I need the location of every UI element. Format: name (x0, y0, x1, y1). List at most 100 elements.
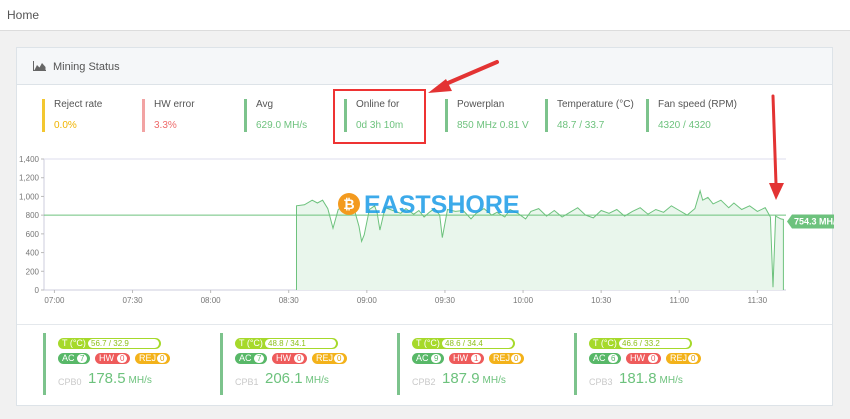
temp-label: T (°C) (62, 338, 86, 348)
hw-value: 0 (294, 354, 305, 363)
stat-reject-rate: Reject rate 0.0% (42, 99, 102, 132)
top-bar: Home (0, 0, 850, 31)
hashrate-unit: MH/s (482, 375, 506, 386)
rej-value: 0 (511, 354, 522, 363)
stat-avg: Avg 629.0 MH/s (244, 99, 307, 132)
ac-badge: AC 7 (235, 353, 267, 364)
watermark-text: EASTSHORE (364, 191, 520, 219)
bitcoin-symbol: ₿ (343, 196, 354, 212)
hw-badge: HW 0 (626, 353, 661, 364)
hw-badge: HW 0 (95, 353, 130, 364)
ac-value: 7 (77, 354, 88, 363)
x-tick-label: 10:00 (513, 296, 534, 305)
y-tick-label: 1,000 (19, 192, 40, 201)
divider (17, 324, 832, 325)
temp-value: 48.6 / 34.4 (442, 339, 513, 348)
board-card-cpb2: T (°C) 48.6 / 34.4 AC 9 HW 1 REJ 0 CPB2 187.… (397, 333, 547, 395)
y-tick-label: 0 (35, 286, 40, 295)
board-name: CPB2 (412, 377, 436, 387)
stat-label: Temperature (°C) (557, 99, 634, 110)
hashrate-unit: MH/s (659, 375, 683, 386)
stat-value: 0d 3h 10m (356, 120, 404, 131)
y-tick-label: 400 (26, 249, 40, 258)
hw-label: HW (99, 353, 114, 363)
stat-temperature: Temperature (°C) 48.7 / 33.7 (545, 99, 634, 132)
ac-value: 9 (431, 354, 442, 363)
board-card-cpb3: T (°C) 46.6 / 33.2 AC 6 HW 0 REJ 0 CPB3 181.… (574, 333, 724, 395)
temp-badge: T (°C) 56.7 / 32.9 (58, 338, 161, 349)
rej-label: REJ (139, 353, 157, 363)
rej-value: 0 (334, 354, 345, 363)
stat-online-for: Online for 0d 3h 10m (344, 99, 403, 132)
hashrate-value: 178.5 (88, 370, 126, 387)
x-tick-label: 07:00 (44, 296, 65, 305)
hashrate-unit: MH/s (305, 375, 329, 386)
temp-badge: T (°C) 48.8 / 34.1 (235, 338, 338, 349)
y-tick-label: 200 (26, 267, 40, 276)
hw-value: 0 (648, 354, 659, 363)
watermark-logo: ₿ EASTSHORE (338, 191, 520, 219)
rej-label: REJ (493, 353, 511, 363)
x-tick-label: 09:30 (435, 296, 456, 305)
panel-title: Mining Status (53, 61, 120, 73)
x-axis-ticks: 07:00 07:30 08:00 08:30 09:00 09:30 10:00 10:30… (44, 290, 768, 305)
board-name: CPB0 (58, 377, 82, 387)
ac-value: 6 (608, 354, 619, 363)
hw-label: HW (453, 353, 468, 363)
stat-label: Avg (256, 99, 274, 110)
ac-label: AC (416, 353, 429, 363)
temp-badge: T (°C) 46.6 / 33.2 (589, 338, 692, 349)
ac-badge: AC 7 (58, 353, 90, 364)
rej-value: 0 (688, 354, 699, 363)
y-tick-label: 800 (26, 211, 40, 220)
board-hashrate: 181.8 MH/s (619, 370, 683, 387)
hashrate-value: 181.8 (619, 370, 657, 387)
temp-value: 56.7 / 32.9 (88, 339, 159, 348)
y-axis-ticks: 0 200 400 600 800 1,000 1,200 1,400 (19, 155, 44, 295)
current-value-text: 754.3 MH/s (794, 216, 834, 226)
panel-header: Mining Status (17, 48, 832, 85)
hw-label: HW (630, 353, 645, 363)
bitcoin-logo-icon (338, 193, 360, 215)
stat-hw-error: HW error 3.3% (142, 99, 195, 132)
hashrate-value: 206.1 (265, 370, 303, 387)
rej-badge: REJ 0 (489, 353, 524, 364)
hw-value: 1 (471, 354, 482, 363)
area-chart-icon (33, 61, 46, 71)
x-tick-label: 10:30 (591, 296, 612, 305)
board-hashrate: 178.5 MH/s (88, 370, 152, 387)
board-hashrate: 206.1 MH/s (265, 370, 329, 387)
current-value-label: 754.3 MH/s (787, 214, 834, 229)
board-card-cpb1: T (°C) 48.8 / 34.1 AC 7 HW 0 REJ 0 CPB1 206.… (220, 333, 370, 395)
ac-badge: AC 6 (589, 353, 621, 364)
rej-label: REJ (670, 353, 688, 363)
board-hashrate: 187.9 MH/s (442, 370, 506, 387)
stat-value: 0.0% (54, 120, 77, 131)
temp-label: T (°C) (239, 338, 263, 348)
stat-label: Online for (356, 99, 400, 110)
board-card-cpb0: T (°C) 56.7 / 32.9 AC 7 HW 0 REJ 0 CPB0 178.… (43, 333, 193, 395)
temp-badge: T (°C) 48.6 / 34.4 (412, 338, 515, 349)
stat-label: Powerplan (457, 99, 505, 110)
stat-value: 850 MHz 0.81 V (457, 120, 529, 131)
x-tick-label: 11:00 (670, 296, 690, 305)
board-name: CPB3 (589, 377, 613, 387)
hashrate-line (296, 188, 784, 290)
hw-value: 0 (117, 354, 128, 363)
stat-value: 4320 / 4320 (658, 120, 711, 131)
temp-label: T (°C) (593, 338, 617, 348)
stat-value: 48.7 / 33.7 (557, 120, 605, 131)
rej-badge: REJ 0 (666, 353, 701, 364)
stat-label: HW error (154, 99, 195, 110)
y-tick-label: 1,200 (19, 174, 40, 183)
rej-badge: REJ 0 (135, 353, 170, 364)
mining-status-panel: Mining Status Reject rate 0.0% HW error … (16, 47, 834, 406)
hashrate-unit: MH/s (128, 375, 152, 386)
rej-label: REJ (316, 353, 334, 363)
stat-value: 3.3% (154, 120, 177, 131)
ac-label: AC (239, 353, 252, 363)
breadcrumb-home[interactable]: Home (7, 8, 40, 22)
temp-value: 48.8 / 34.1 (265, 339, 336, 348)
y-tick-label: 600 (26, 230, 40, 239)
